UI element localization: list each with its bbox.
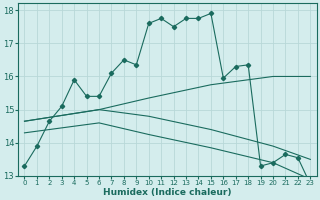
X-axis label: Humidex (Indice chaleur): Humidex (Indice chaleur) (103, 188, 232, 197)
